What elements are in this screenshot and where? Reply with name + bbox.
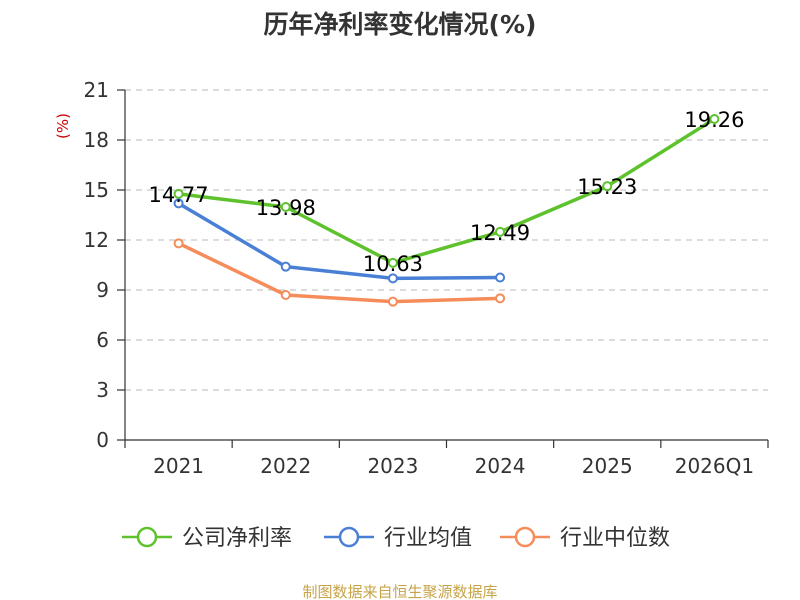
data-point [387, 296, 398, 307]
legend-swatch-marker [514, 526, 536, 548]
y-tick-label: 21 [84, 78, 109, 102]
y-tick-label: 9 [96, 278, 109, 302]
axes: 0 3 6 9 12 15 18 21 2021 2022 2023 2024 2025 2026Q1 [84, 78, 769, 478]
source-note: 制图数据来自恒生聚源数据库 [302, 583, 497, 600]
data-point [709, 114, 720, 124]
grid-lines [125, 89, 768, 391]
data-point [495, 293, 506, 304]
data-labels: 14.77 13.98 10.63 12.49 15.23 19.26 [149, 108, 745, 276]
legend-label: 行业中位数 [560, 526, 670, 551]
data-label: 12.49 [470, 221, 530, 245]
data-label: 14.77 [149, 183, 209, 207]
x-tick-label: 2021 [153, 454, 204, 478]
x-tick-label: 2024 [475, 454, 526, 478]
data-point [387, 273, 398, 284]
data-point [173, 238, 184, 249]
data-label: 10.63 [363, 252, 423, 276]
legend-label: 行业均值 [384, 526, 472, 551]
series-layer [173, 114, 720, 307]
x-tick-label: 2026Q1 [675, 454, 754, 478]
y-tick-label: 12 [84, 228, 109, 252]
data-point [602, 181, 613, 192]
data-label: 13.98 [256, 196, 316, 220]
x-tick-label: 2022 [260, 454, 311, 478]
y-tick-label: 18 [84, 128, 109, 152]
data-point [173, 188, 184, 199]
x-tick-label: 2023 [367, 454, 418, 478]
data-label: 19.26 [684, 108, 744, 132]
data-point [495, 272, 506, 283]
series-line [177, 241, 501, 304]
y-tick-label: 3 [96, 378, 109, 402]
data-point [280, 261, 291, 272]
data-point [173, 198, 184, 209]
data-point [495, 226, 506, 237]
legend-item[interactable]: 行业均值 [324, 526, 472, 551]
legend[interactable]: 公司净利率 行业均值 行业中位数 [122, 526, 670, 551]
data-point [280, 290, 291, 300]
legend-label: 公司净利率 [182, 526, 292, 551]
series-line [177, 201, 501, 281]
x-tick-label: 2025 [582, 454, 633, 478]
series-line [178, 117, 716, 265]
y-tick-label: 0 [96, 428, 109, 452]
y-axis-unit: (%) [54, 113, 72, 139]
legend-swatch-marker [136, 526, 158, 548]
legend-swatch-marker [338, 526, 360, 548]
y-tick-label: 6 [96, 328, 109, 352]
data-point [280, 202, 291, 212]
data-label: 15.23 [577, 175, 637, 199]
legend-item[interactable]: 公司净利率 [122, 526, 292, 551]
y-tick-label: 15 [84, 178, 109, 202]
chart-title: 历年净利率变化情况(%) [264, 10, 537, 39]
data-point [387, 257, 398, 268]
legend-item[interactable]: 行业中位数 [500, 526, 670, 551]
